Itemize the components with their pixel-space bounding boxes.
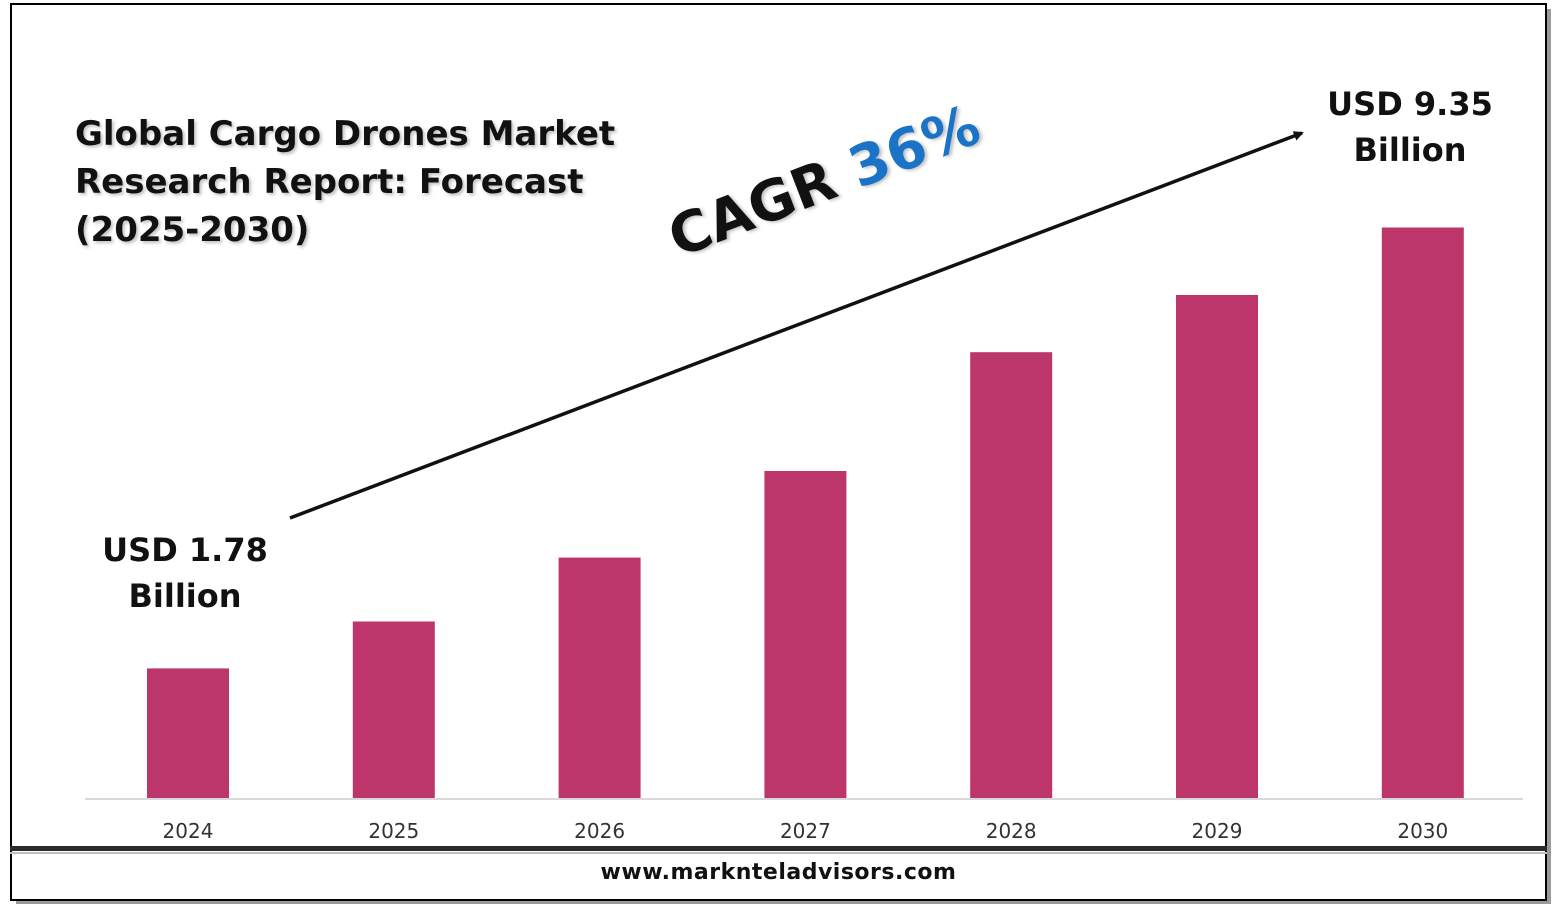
x-tick-label-2025: 2025 xyxy=(368,819,419,843)
callout-start-value: USD 1.78 Billion xyxy=(95,527,275,619)
callout-end-line-1: USD 9.35 xyxy=(1327,85,1493,123)
callout-start-line-2: Billion xyxy=(128,577,242,615)
x-tick-label-2029: 2029 xyxy=(1192,819,1243,843)
footer-separator-shadow xyxy=(10,852,1547,854)
bar-2029 xyxy=(1176,295,1258,799)
bar-2028 xyxy=(970,352,1053,799)
footer-separator xyxy=(10,846,1547,851)
cagr-trend-arrow xyxy=(289,131,1304,520)
bar-2030 xyxy=(1381,227,1464,799)
footer-url: www.marknteladvisors.com xyxy=(600,860,957,885)
chart-title-line-2: Research Report: Forecast xyxy=(75,162,584,202)
callout-end-line-2: Billion xyxy=(1353,131,1467,169)
x-tick-label-2028: 2028 xyxy=(986,819,1037,843)
bar-2026 xyxy=(558,557,641,799)
chart-title-line-3: (2025-2030) xyxy=(75,210,310,250)
callout-start-line-1: USD 1.78 xyxy=(102,531,268,569)
x-tick-label-2024: 2024 xyxy=(163,819,214,843)
x-tick-label-2027: 2027 xyxy=(780,819,831,843)
x-tick-label-2030: 2030 xyxy=(1397,819,1448,843)
x-tick-label-2026: 2026 xyxy=(574,819,625,843)
bar-2027 xyxy=(764,471,847,799)
bar-2025 xyxy=(352,621,435,799)
frame-shadow-bottom xyxy=(16,901,1551,904)
bar-2024 xyxy=(147,668,229,799)
frame-shadow-right xyxy=(1547,9,1551,903)
chart-title: Global Cargo Drones Market Research Repo… xyxy=(75,110,675,254)
chart-title-line-1: Global Cargo Drones Market xyxy=(75,114,616,154)
callout-end-value: USD 9.35 Billion xyxy=(1320,81,1500,173)
